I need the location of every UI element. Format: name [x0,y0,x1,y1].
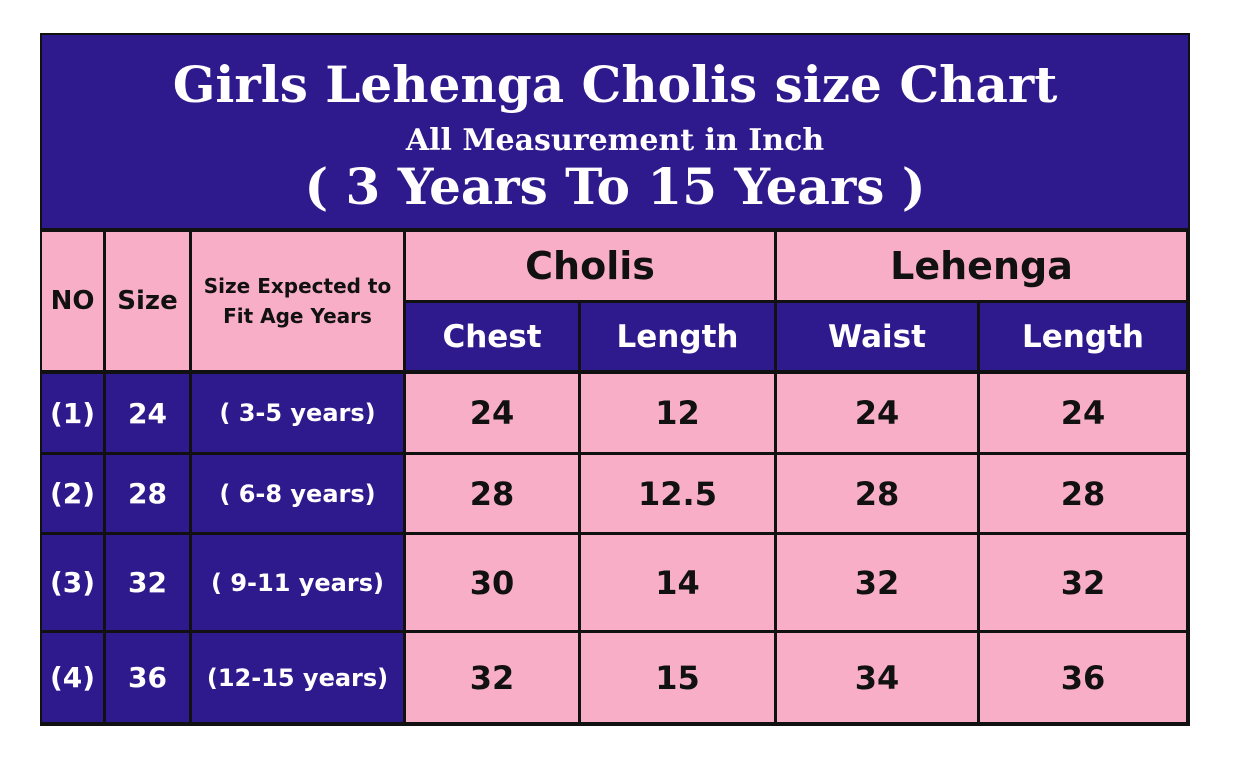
table-cell-size: 24 [106,374,189,452]
table-cell-chest: 30 [406,535,578,630]
table-cell-age: (12-15 years) [192,633,403,722]
header-cholis: Cholis [406,232,774,300]
age-range: ( 3 Years To 15 Years ) [304,157,926,216]
table-cell-waist: 28 [777,455,977,532]
table-cell-waist: 24 [777,374,977,452]
table-cell-no: (1) [42,374,103,452]
table-cell-chest: 24 [406,374,578,452]
table-cell-chest: 32 [406,633,578,722]
table-cell-lehenga-length: 36 [980,633,1186,722]
table-cell-size: 28 [106,455,189,532]
header-no: NO [42,232,103,370]
table-cell-age: ( 6-8 years) [192,455,403,532]
table-cell-no: (4) [42,633,103,722]
table-cell-waist: 34 [777,633,977,722]
header-lehenga: Lehenga [777,232,1186,300]
header-waist: Waist [777,303,977,370]
table-cell-size: 32 [106,535,189,630]
header-choli-length: Length [581,303,774,370]
table-cell-choli-length: 14 [581,535,774,630]
table-cell-age: ( 9-11 years) [192,535,403,630]
header-age: Size Expected to Fit Age Years [192,232,403,370]
table-cell-lehenga-length: 24 [980,374,1186,452]
table-cell-age: ( 3-5 years) [192,374,403,452]
table-cell-size: 36 [106,633,189,722]
header-lehenga-length: Length [980,303,1186,370]
table-cell-choli-length: 12 [581,374,774,452]
table-cell-choli-length: 12.5 [581,455,774,532]
chart-title: Girls Lehenga Cholis size Chart [172,55,1058,114]
title-banner: Girls Lehenga Cholis size Chart All Meas… [42,35,1188,228]
table-cell-no: (3) [42,535,103,630]
header-chest: Chest [406,303,578,370]
table-cell-no: (2) [42,455,103,532]
table-cell-lehenga-length: 28 [980,455,1186,532]
table-cell-waist: 32 [777,535,977,630]
table-cell-chest: 28 [406,455,578,532]
chart-subtitle: All Measurement in Inch [405,123,825,158]
table-cell-lehenga-length: 32 [980,535,1186,630]
table-cell-choli-length: 15 [581,633,774,722]
header-size: Size [106,232,189,370]
